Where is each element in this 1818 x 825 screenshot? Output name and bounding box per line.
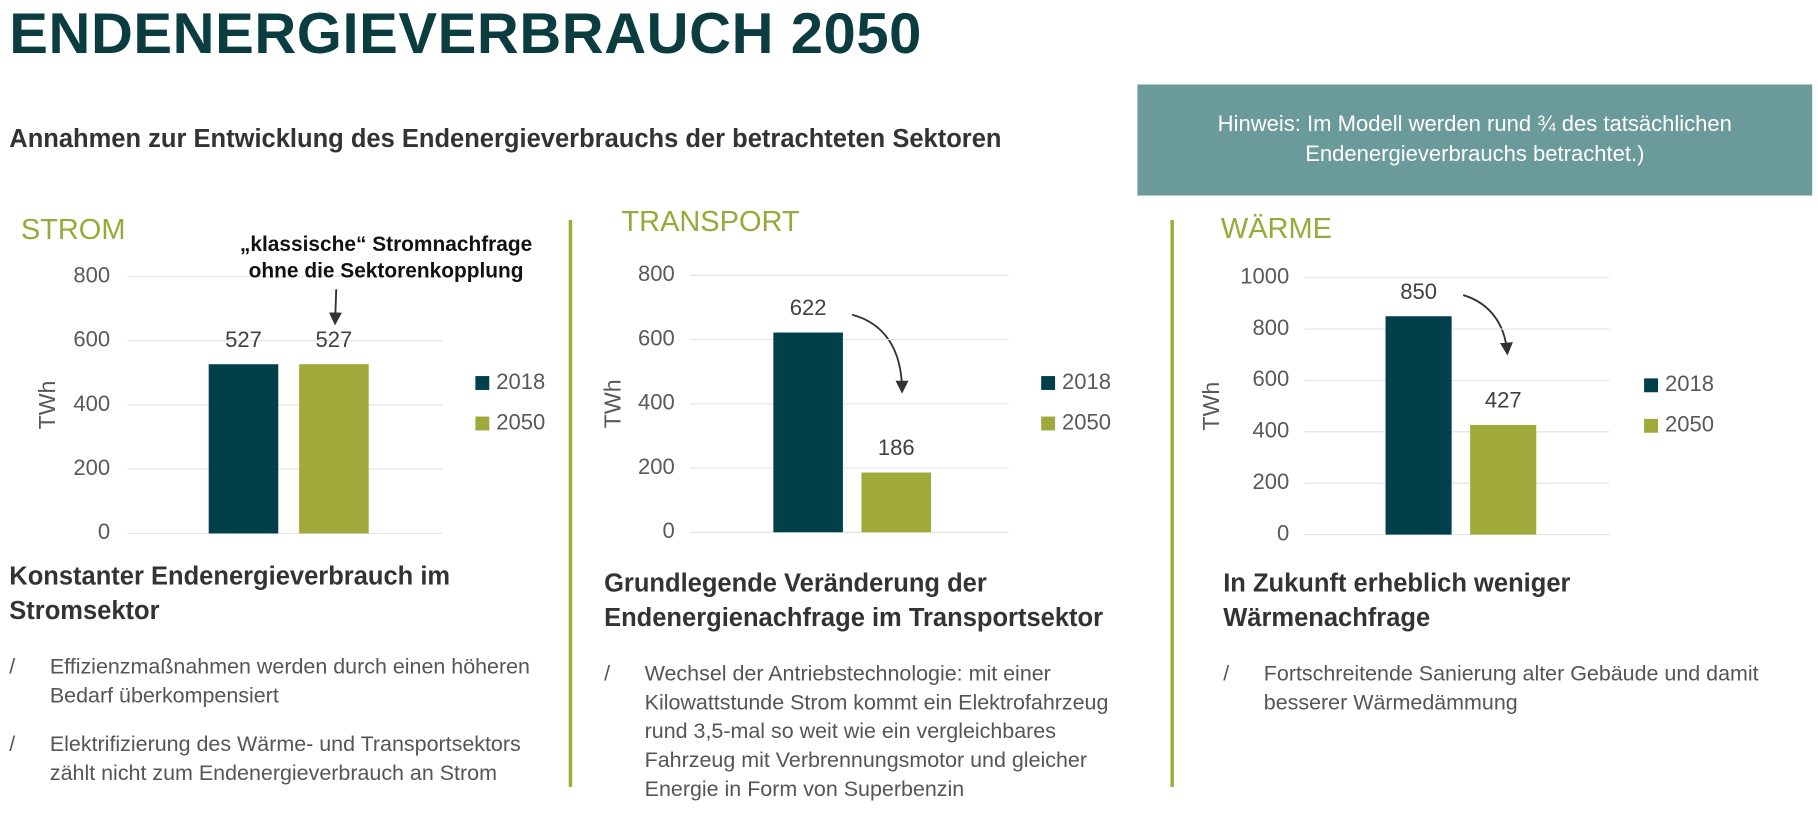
section-heading: Grundlegende Veränderung der Endenergien… [604,568,1104,632]
arrow [1462,294,1513,356]
bullet: Wechsel der Antriebstechnologie: mit ein… [604,658,1149,803]
chart-title: TRANSPORT [621,206,799,238]
y-axis-title: TWh [1198,382,1224,431]
value-label: 850 [1400,279,1437,304]
legend-swatch [475,376,490,390]
chart-title: STROM [21,214,126,246]
section: Grundlegende Veränderung der Endenergien… [604,566,1149,823]
note-box: Hinweis: Im Modell werden rund ¾ des tat… [1137,84,1813,196]
note-text: Hinweis: Im Modell werden rund ¾ des tat… [1217,112,1732,167]
value-label: 527 [316,327,353,352]
bar [208,364,279,534]
section-heading: Konstanter Endenergieverbrauch im Stroms… [9,561,451,625]
bullet: Effizienzmaßnahmen werden durch einen hö… [9,651,554,709]
section: In Zukunft erheblich weniger Wärmenachfr… [1223,566,1768,736]
y-tick-label: 800 [1253,315,1290,340]
legend-swatch [1644,418,1658,433]
legend-swatch [1644,378,1658,393]
bullet: Fortschreitende Sanierung alter Gebäude … [1223,658,1768,716]
y-tick-label: 600 [1253,366,1290,391]
y-tick-label: 0 [1277,520,1289,545]
bar [861,472,932,533]
value-label: 186 [878,435,915,460]
legend-label: 2018 [1062,369,1111,394]
legend-swatch [1041,376,1056,390]
y-tick-label: 200 [73,455,110,480]
legend-label: 2050 [496,409,545,434]
slide-subtitle: Annahmen zur Entwicklung des Endenergiev… [9,123,1002,153]
y-tick-label: 600 [73,327,110,352]
y-tick-label: 800 [73,262,110,287]
slide-title: ENDENERGIEVERBRAUCH 2050 [9,1,922,66]
y-tick-label: 600 [638,325,675,350]
arrow [328,289,342,326]
bar [1470,424,1537,535]
section: Konstanter Endenergieverbrauch im Stroms… [9,559,554,807]
value-label: 427 [1485,388,1522,413]
y-tick-label: 0 [98,519,110,544]
section-heading: In Zukunft erheblich weniger Wärmenachfr… [1223,568,1571,632]
bar [299,364,369,534]
y-tick-label: 800 [638,261,675,286]
value-label: 622 [790,295,827,320]
value-label: 527 [225,327,262,352]
y-axis-title: TWh [34,381,60,430]
bullet: Elektrifizierung des Wärme- und Transpor… [9,729,554,787]
legend-label: 2018 [496,369,545,394]
bar [773,332,843,533]
legend-label: 2050 [1062,409,1111,434]
y-tick-label: 1000 [1240,264,1289,289]
y-tick-label: 400 [73,391,110,416]
legend-label: 2050 [1665,412,1714,437]
chart-title: WÄRME [1221,213,1332,245]
y-axis-title: TWh [600,379,626,428]
bar [1385,316,1452,535]
y-tick-label: 200 [638,454,675,479]
y-tick-label: 0 [663,518,675,543]
annotation: „klassische“ Stromnachfrage ohne die Sek… [239,232,533,283]
legend-label: 2018 [1665,371,1714,396]
y-tick-label: 200 [1253,469,1290,494]
y-tick-label: 400 [638,390,675,415]
legend-swatch [1041,416,1056,431]
arrow [851,313,909,394]
legend-swatch [475,416,490,431]
y-tick-label: 400 [1253,418,1290,443]
